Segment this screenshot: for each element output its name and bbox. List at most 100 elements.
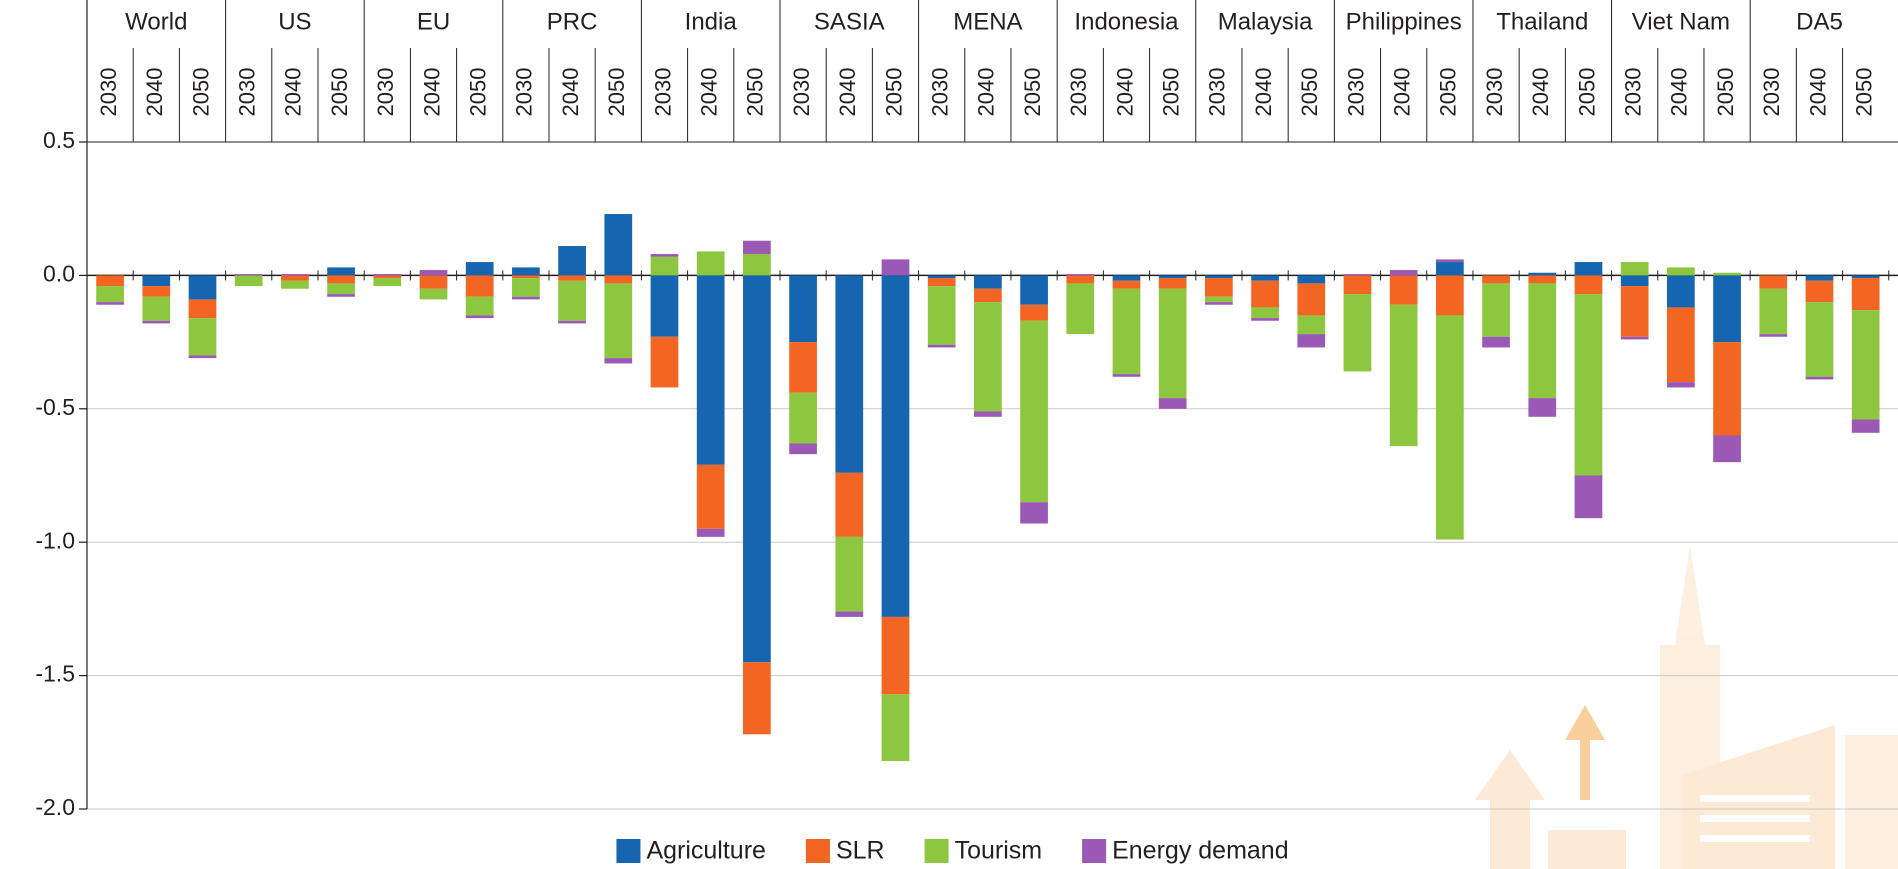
bar [234,275,263,287]
legend-label: Energy demand [1112,837,1289,865]
group-label: Indonesia [1074,8,1179,35]
bar [1574,294,1603,476]
bar [281,274,309,276]
deco-line [1700,795,1810,802]
y-tick-label: -1.5 [35,661,75,687]
bar [1251,280,1279,308]
bar [1482,275,1510,284]
bar [1620,262,1649,276]
legend-label: SLR [836,837,885,865]
x-tick-label: 2040 [1251,68,1276,117]
bar [1112,275,1141,281]
x-tick-label: 2040 [835,68,860,117]
bar [1436,262,1464,276]
bar [419,275,448,289]
bar [881,616,910,695]
deco-line [1700,815,1810,822]
x-tick-label: 2050 [1297,68,1322,117]
bar [974,411,1002,417]
bar [1436,275,1464,316]
bar [465,315,494,319]
x-tick-label: 2030 [96,68,121,117]
bar [696,251,725,276]
bar [743,254,771,276]
bar [1574,262,1603,276]
x-tick-label: 2030 [927,68,952,117]
bar [512,267,540,276]
bar [743,662,771,735]
x-tick-label: 2050 [881,68,906,117]
bar [1205,302,1233,305]
bar [1112,280,1141,289]
x-tick-label: 2040 [1528,68,1553,117]
bar [927,278,956,287]
group-label: DA5 [1796,8,1843,35]
bar [974,275,1002,289]
x-tick-label: 2040 [696,68,721,117]
bar [1112,288,1141,375]
bar [1713,342,1741,436]
x-tick-label: 2030 [512,68,537,117]
bar [281,275,309,281]
decoration [1475,545,1898,869]
x-tick-label: 2030 [235,68,260,117]
bar [142,275,171,287]
bar [1066,283,1095,335]
x-tick-label: 2040 [1112,68,1137,117]
legend-swatch [1082,839,1107,863]
x-tick-label: 2050 [604,68,629,117]
bar [1759,288,1788,335]
x-tick-label: 2050 [327,68,352,117]
bar [1667,307,1695,383]
group-label: Malaysia [1218,8,1313,35]
bar [1851,310,1880,420]
bar [1158,398,1187,409]
x-tick-label: 2040 [1805,68,1830,117]
bar [558,320,586,324]
bar [1482,283,1510,337]
bar [927,286,956,345]
bar [1389,275,1418,305]
group-label: US [278,8,311,35]
x-tick-label: 2030 [789,68,814,117]
group-label: Philippines [1346,8,1462,35]
bar [1112,374,1141,377]
bar [465,262,494,276]
bar [835,536,864,612]
x-tick-label: 2030 [373,68,398,117]
bar [512,278,540,297]
bar [1574,475,1603,519]
bar [188,355,217,359]
bar [1205,275,1233,279]
legend-label: Agriculture [646,837,766,865]
x-tick-label: 2030 [1343,68,1368,117]
bar [1389,304,1418,447]
x-tick-label: 2030 [1066,68,1091,117]
bar [650,254,679,257]
bar [327,275,355,284]
group-label: Viet Nam [1632,8,1730,35]
bar [512,275,540,279]
bar [974,302,1002,412]
bar [1205,278,1233,297]
bar [1205,296,1233,303]
bar [1667,275,1695,308]
bar [743,275,771,663]
bar [188,299,217,319]
bar [1297,275,1326,284]
legend-swatch [805,839,830,863]
bar [1528,275,1557,284]
bar [1528,398,1557,417]
bar [650,336,679,388]
bar [1759,275,1788,289]
bar [188,275,217,300]
x-tick-label: 2030 [1759,68,1784,117]
bar [835,275,864,473]
bar [1620,275,1649,287]
bar [1851,419,1880,433]
bar [142,320,171,324]
bar [696,275,725,465]
bar [1251,318,1279,321]
